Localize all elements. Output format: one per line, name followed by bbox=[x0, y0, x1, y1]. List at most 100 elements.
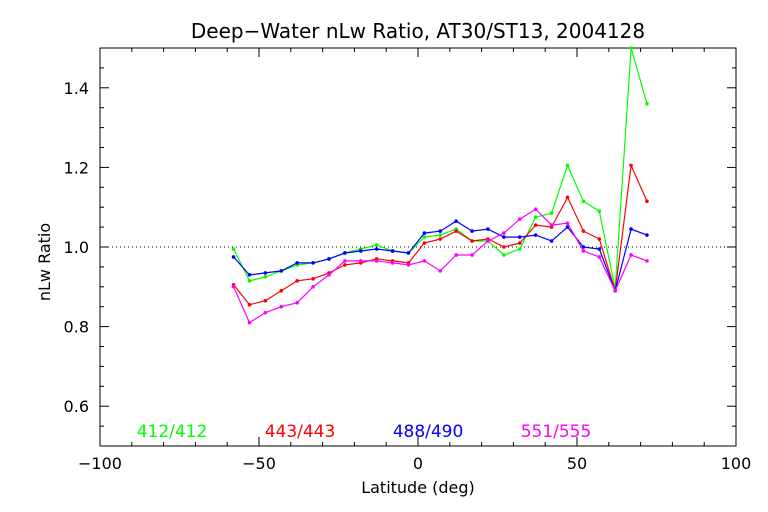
data-point bbox=[470, 253, 474, 257]
data-point bbox=[454, 253, 458, 257]
data-point bbox=[597, 255, 602, 259]
data-point bbox=[279, 269, 284, 273]
data-point bbox=[581, 245, 586, 249]
data-point bbox=[502, 235, 506, 239]
data-point bbox=[517, 235, 522, 239]
data-point bbox=[295, 300, 299, 305]
data-point bbox=[374, 243, 379, 247]
data-point bbox=[597, 237, 602, 241]
data-point bbox=[533, 207, 538, 211]
data-point bbox=[438, 269, 443, 273]
y-tick-label: 1.0 bbox=[64, 238, 89, 257]
data-point bbox=[358, 249, 363, 253]
data-point bbox=[406, 251, 411, 255]
y-tick-label: 1.2 bbox=[64, 158, 89, 177]
data-point bbox=[565, 225, 570, 229]
data-point bbox=[390, 261, 395, 265]
data-point bbox=[597, 209, 602, 213]
data-point bbox=[343, 251, 347, 255]
data-point bbox=[263, 275, 268, 279]
data-point bbox=[581, 229, 586, 233]
data-point bbox=[231, 285, 236, 289]
data-point bbox=[645, 101, 649, 106]
data-point bbox=[502, 245, 506, 249]
series-551-555 bbox=[231, 207, 649, 325]
data-point bbox=[279, 304, 284, 309]
data-point bbox=[438, 233, 443, 237]
x-tick-label: 100 bbox=[721, 454, 752, 473]
data-point bbox=[263, 298, 268, 303]
data-point bbox=[295, 261, 299, 265]
data-point bbox=[470, 239, 474, 243]
data-point bbox=[486, 227, 490, 231]
data-point bbox=[565, 221, 570, 225]
data-point bbox=[502, 253, 506, 257]
data-point bbox=[311, 277, 315, 281]
data-point bbox=[263, 271, 268, 275]
data-point bbox=[247, 320, 252, 325]
data-point bbox=[327, 257, 331, 261]
data-point bbox=[629, 46, 633, 50]
x-tick-label: −100 bbox=[78, 454, 122, 473]
data-point bbox=[533, 215, 538, 219]
data-point bbox=[454, 229, 458, 233]
series-412-412 bbox=[231, 46, 649, 291]
data-point bbox=[549, 239, 554, 243]
x-tick-label: −50 bbox=[242, 454, 276, 473]
data-point bbox=[374, 247, 379, 251]
data-point bbox=[247, 273, 252, 277]
data-point bbox=[645, 233, 649, 237]
data-point bbox=[231, 255, 236, 259]
data-point bbox=[581, 249, 586, 253]
data-point bbox=[533, 233, 538, 237]
legend-entry: 443/443 bbox=[265, 422, 336, 442]
data-point bbox=[645, 199, 649, 204]
y-tick-label: 1.4 bbox=[64, 79, 89, 98]
data-point bbox=[311, 261, 315, 265]
data-point bbox=[343, 259, 347, 263]
chart-title: Deep−Water nLw Ratio, AT30/ST13, 2004128 bbox=[191, 19, 645, 43]
data-point bbox=[517, 217, 522, 221]
series-line bbox=[233, 47, 648, 289]
x-axis-label: Latitude (deg) bbox=[361, 478, 475, 497]
data-point bbox=[422, 259, 427, 263]
data-point bbox=[247, 279, 252, 283]
legend-entry: 412/412 bbox=[137, 422, 208, 442]
data-point bbox=[565, 163, 570, 168]
data-point bbox=[565, 195, 570, 200]
data-point bbox=[358, 259, 363, 263]
data-point bbox=[422, 231, 427, 235]
data-point bbox=[629, 227, 633, 231]
data-point bbox=[597, 247, 602, 251]
data-point bbox=[502, 231, 506, 235]
data-point bbox=[549, 223, 554, 227]
data-point bbox=[438, 237, 443, 241]
data-point bbox=[517, 241, 522, 245]
data-point bbox=[406, 263, 411, 267]
data-point bbox=[327, 273, 331, 277]
series-443-443 bbox=[231, 163, 649, 307]
data-point bbox=[629, 253, 633, 257]
y-tick-label: 0.8 bbox=[64, 318, 89, 337]
data-point bbox=[247, 302, 252, 307]
legend-entry: 488/490 bbox=[393, 422, 464, 442]
legend-entry: 551/555 bbox=[521, 422, 592, 442]
data-point bbox=[295, 279, 299, 283]
data-point bbox=[422, 241, 427, 245]
data-point bbox=[645, 259, 649, 263]
data-point bbox=[517, 247, 522, 251]
data-point bbox=[470, 229, 474, 233]
data-point bbox=[374, 259, 379, 263]
y-tick-label: 0.6 bbox=[64, 397, 89, 416]
data-point bbox=[311, 285, 315, 289]
data-point bbox=[581, 199, 586, 204]
data-point bbox=[486, 239, 490, 243]
series-488-490 bbox=[231, 219, 649, 293]
data-point bbox=[390, 249, 395, 253]
x-tick-label: 0 bbox=[413, 454, 423, 473]
data-point bbox=[438, 229, 443, 233]
data-point bbox=[422, 235, 427, 239]
data-point bbox=[279, 288, 284, 293]
data-point bbox=[613, 288, 617, 293]
